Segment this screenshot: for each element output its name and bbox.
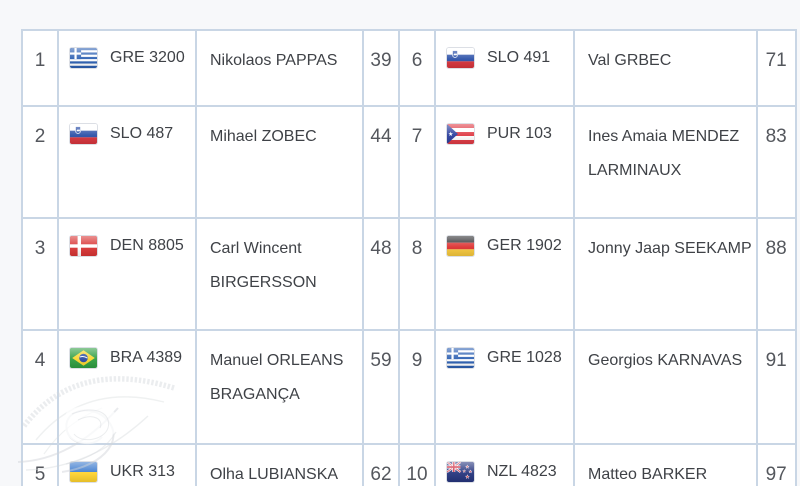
competitor-name: Val GRBEC	[588, 52, 672, 69]
table-row: 4 BRA 4389 Manuel ORLEANS BRAGANÇA 59	[21, 329, 797, 445]
rank-cell: 2	[21, 105, 59, 219]
rank-cell: 9	[398, 329, 436, 445]
sail-cell: SLO 491	[434, 29, 575, 107]
sail-number: GRE 3200	[110, 49, 185, 66]
sail-number: PUR 103	[487, 125, 552, 142]
sail-cell: GER 1902	[434, 217, 575, 331]
table-row: 1 GRE 3200 Nikolaos PAPPAS 39 6	[21, 29, 797, 107]
sail-number: NZL 4823	[487, 463, 557, 480]
sail-number: DEN 8805	[110, 237, 184, 254]
flag-pur-icon	[447, 124, 474, 144]
sail-number: BRA 4389	[110, 349, 183, 366]
flag-ukr-icon	[70, 462, 97, 482]
rank-cell: 5	[21, 443, 59, 486]
rank-cell: 6	[398, 29, 436, 107]
sail-number: UKR 313	[110, 463, 175, 480]
competitor-name-line2: BIRGERSSON	[210, 274, 317, 291]
competitor-name: Georgios KARNAVAS	[588, 352, 743, 369]
competitor-name-line2: BRAGANÇA	[210, 386, 300, 403]
rank-cell: 3	[21, 217, 59, 331]
name-cell: Matteo BARKER	[573, 443, 758, 486]
points-cell: 39	[362, 29, 400, 107]
sail-cell: SLO 487	[57, 105, 197, 219]
flag-gre-icon	[447, 348, 474, 368]
competitor-name: Manuel ORLEANS	[210, 352, 344, 369]
name-cell: Val GRBEC	[573, 29, 758, 107]
competitor-name: Nikolaos PAPPAS	[210, 52, 338, 69]
points-cell: 44	[362, 105, 400, 219]
flag-slo-icon	[447, 48, 474, 68]
competitor-name: Jonny Jaap SEEKAMP	[588, 240, 752, 257]
rank-cell: 10	[398, 443, 436, 486]
sail-number: GER 1902	[487, 237, 562, 254]
competitor-name: Carl Wincent	[210, 240, 302, 257]
flag-den-icon	[70, 236, 97, 256]
sail-cell: PUR 103	[434, 105, 575, 219]
sail-cell: GRE 3200	[57, 29, 197, 107]
rank-cell: 1	[21, 29, 59, 107]
competitor-name: Ines Amaia MENDEZ	[588, 128, 740, 145]
points-cell: 48	[362, 217, 400, 331]
name-cell: Ines Amaia MENDEZ LARMINAUX	[573, 105, 758, 219]
points-cell: 62	[362, 443, 400, 486]
flag-ger-icon	[447, 236, 474, 256]
flag-bra-icon	[70, 348, 97, 368]
name-cell: Mihael ZOBEC	[195, 105, 364, 219]
sail-cell: BRA 4389	[57, 329, 197, 445]
table-row: 2 SLO 487 Mihael ZOBEC 44 7	[21, 105, 797, 219]
rank-cell: 4	[21, 329, 59, 445]
table-row: 5 UKR 313 Olha LUBIANSKA 62 10	[21, 443, 797, 486]
name-cell: Manuel ORLEANS BRAGANÇA	[195, 329, 364, 445]
competitor-name-line2: LARMINAUX	[588, 162, 682, 179]
competitor-name: Olha LUBIANSKA	[210, 466, 339, 483]
name-cell: Nikolaos PAPPAS	[195, 29, 364, 107]
points-cell: 59	[362, 329, 400, 445]
table-row: 3 DEN 8805 Carl Wincent BIRGERSSON 48 8	[21, 217, 797, 331]
flag-nzl-icon	[447, 462, 474, 482]
name-cell: Georgios KARNAVAS	[573, 329, 758, 445]
competitor-name: Matteo BARKER	[588, 466, 708, 483]
points-cell: 97	[755, 443, 797, 486]
sail-cell: NZL 4823	[434, 443, 575, 486]
sail-number: SLO 487	[110, 125, 174, 142]
results-table: 1 GRE 3200 Nikolaos PAPPAS 39 6	[21, 29, 797, 486]
points-cell: 91	[755, 329, 797, 445]
rank-cell: 8	[398, 217, 436, 331]
sail-cell: UKR 313	[57, 443, 197, 486]
points-cell: 71	[755, 29, 797, 107]
sail-number: GRE 1028	[487, 349, 562, 366]
flag-slo-icon	[70, 124, 97, 144]
sail-number: SLO 491	[487, 49, 551, 66]
flag-gre-icon	[70, 48, 97, 68]
name-cell: Olha LUBIANSKA	[195, 443, 364, 486]
name-cell: Jonny Jaap SEEKAMP	[573, 217, 758, 331]
sail-cell: DEN 8805	[57, 217, 197, 331]
sail-cell: GRE 1028	[434, 329, 575, 445]
name-cell: Carl Wincent BIRGERSSON	[195, 217, 364, 331]
points-cell: 83	[755, 105, 797, 219]
competitor-name: Mihael ZOBEC	[210, 128, 317, 145]
points-cell: 88	[755, 217, 797, 331]
rank-cell: 7	[398, 105, 436, 219]
